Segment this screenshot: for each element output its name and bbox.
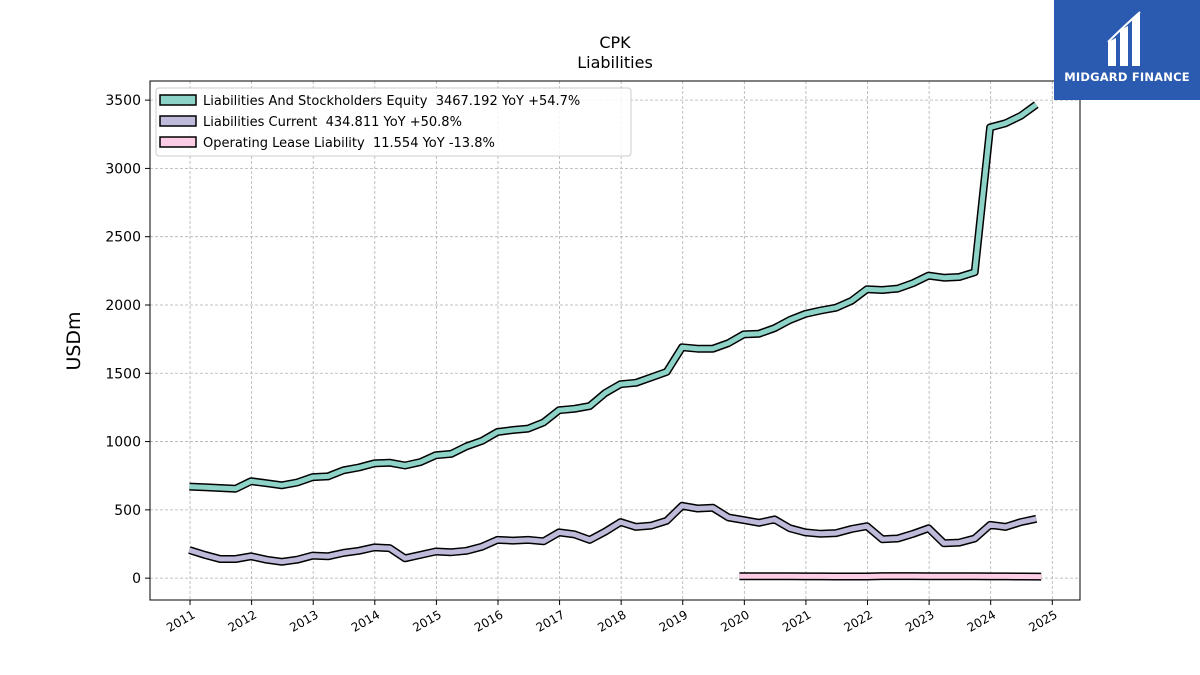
- legend-swatch: [159, 136, 197, 148]
- plot-frame: [149, 80, 1081, 601]
- y-tick-label: 2500: [105, 230, 141, 246]
- legend-label: Liabilities Current 434.811 YoY +50.8%: [203, 115, 462, 130]
- x-tick-label: 2023: [903, 607, 936, 634]
- y-tick-label: 3500: [105, 93, 141, 109]
- legend-label: Operating Lease Liability 11.554 YoY -13…: [203, 136, 495, 151]
- y-tick-label: 500: [114, 503, 141, 519]
- brand-name: MIDGARD FINANCE: [1064, 70, 1190, 84]
- brand-logo: MIDGARD FINANCE: [1054, 0, 1200, 100]
- chart-subtitle: Liabilities: [577, 53, 653, 72]
- x-tick-label: 2021: [780, 607, 813, 634]
- x-tick-label: 2018: [595, 607, 628, 634]
- x-tick-label: 2024: [965, 607, 998, 634]
- y-tick-label: 3000: [105, 161, 141, 177]
- grid: [150, 81, 1080, 600]
- x-tick-label: 2017: [534, 607, 567, 634]
- midgard-logo-icon: [1107, 11, 1141, 66]
- series-0-line: [189, 102, 1038, 492]
- x-tick-label: 2025: [1026, 607, 1059, 634]
- x-tick-label: 2012: [226, 607, 259, 634]
- y-tick-label: 0: [132, 571, 141, 587]
- y-tick-label: 1500: [105, 366, 141, 382]
- x-tick-label: 2015: [410, 607, 443, 634]
- legend-swatch: [159, 94, 197, 106]
- y-tick-label: 1000: [105, 435, 141, 451]
- x-tick-label: 2022: [842, 607, 875, 634]
- legend: Liabilities And Stockholders Equity 3467…: [155, 87, 632, 157]
- x-tick-label: 2011: [164, 607, 197, 634]
- x-tick-label: 2014: [349, 607, 382, 634]
- x-tick-label: 2013: [287, 607, 320, 634]
- chart-title: CPK: [599, 33, 631, 52]
- x-tick-label: 2020: [718, 607, 751, 634]
- legend-swatch: [159, 115, 197, 127]
- x-tick-label: 2019: [657, 607, 690, 634]
- legend-box: [155, 87, 632, 157]
- plot-series: [188, 101, 1042, 581]
- legend-label: Liabilities And Stockholders Equity 3467…: [203, 94, 580, 109]
- y-tick-label: 2000: [105, 298, 141, 314]
- y-axis-label: USDm: [63, 311, 85, 370]
- series-0-outline: [189, 101, 1039, 493]
- series-2-line: [739, 573, 1042, 580]
- x-tick-label: 2016: [472, 607, 505, 634]
- series-1-line: [188, 503, 1037, 565]
